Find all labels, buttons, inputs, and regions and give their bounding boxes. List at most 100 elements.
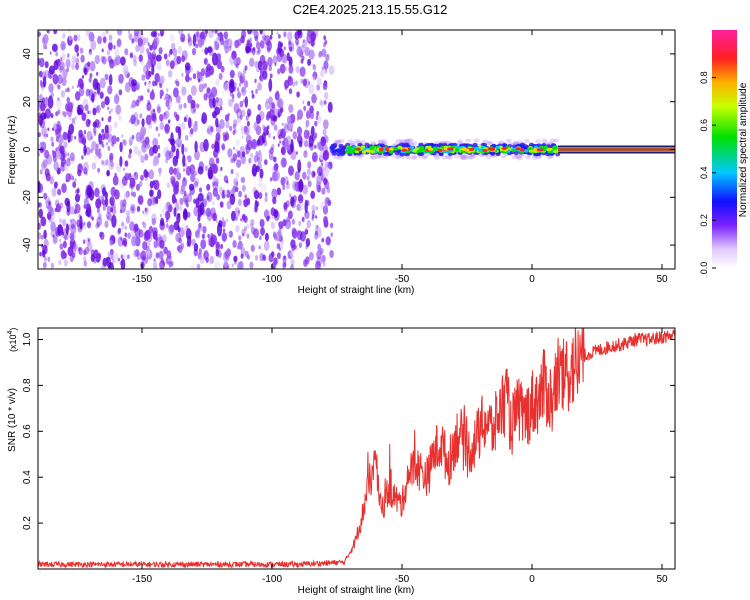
noise-blob bbox=[153, 258, 156, 263]
noise-blob bbox=[71, 117, 76, 125]
noise-blob bbox=[83, 130, 87, 135]
noise-blob bbox=[138, 180, 143, 187]
noise-blob bbox=[243, 68, 247, 75]
noise-blob bbox=[140, 250, 147, 261]
noise-streak bbox=[211, 52, 218, 66]
noise-blob bbox=[300, 58, 304, 64]
noise-blob bbox=[84, 104, 89, 112]
track-core bbox=[474, 146, 479, 150]
track-halo bbox=[468, 155, 475, 160]
noise-blob bbox=[168, 166, 174, 175]
noise-blob bbox=[217, 32, 220, 37]
noise-streak bbox=[277, 40, 282, 54]
noise-blob bbox=[168, 224, 175, 235]
noise-blob bbox=[267, 125, 270, 130]
noise-blob bbox=[144, 229, 151, 240]
noise-blob bbox=[189, 77, 192, 81]
noise-blob bbox=[136, 119, 140, 125]
noise-blob bbox=[118, 73, 124, 84]
noise-blob bbox=[156, 106, 161, 114]
noise-blob bbox=[198, 83, 204, 93]
noise-blob bbox=[253, 155, 258, 163]
noise-blob bbox=[206, 195, 210, 201]
noise-blob bbox=[126, 210, 131, 218]
noise-streak bbox=[244, 96, 248, 108]
noise-blob bbox=[254, 78, 257, 84]
colorbar-gradient bbox=[712, 30, 737, 268]
noise-blob bbox=[290, 128, 293, 133]
noise-blob bbox=[64, 234, 68, 241]
noise-blob bbox=[271, 104, 275, 109]
track-halo bbox=[400, 139, 407, 144]
noise-blob bbox=[94, 187, 100, 198]
noise-blob bbox=[175, 232, 181, 243]
noise-blob bbox=[140, 126, 147, 137]
x-tick-label: -150 bbox=[132, 574, 152, 585]
noise-streak bbox=[214, 106, 221, 116]
noise-blob bbox=[61, 43, 66, 50]
noise-blob bbox=[74, 178, 77, 182]
noise-blob bbox=[113, 94, 120, 105]
noise-blob bbox=[322, 167, 329, 178]
noise-blob bbox=[224, 251, 229, 259]
noise-blob bbox=[55, 148, 58, 152]
noise-blob bbox=[327, 161, 332, 169]
track-halo bbox=[512, 140, 519, 145]
noise-streak bbox=[307, 58, 312, 66]
noise-blob bbox=[122, 65, 129, 76]
noise-blob bbox=[260, 227, 265, 236]
track-hotspot bbox=[464, 148, 470, 152]
noise-blob bbox=[108, 159, 115, 171]
noise-blob bbox=[319, 99, 323, 106]
noise-blob bbox=[111, 141, 115, 147]
noise-blob bbox=[235, 148, 238, 153]
noise-blob bbox=[291, 229, 298, 239]
noise-streak bbox=[86, 203, 92, 217]
track-core bbox=[553, 146, 558, 150]
noise-blob bbox=[295, 38, 300, 46]
noise-blob bbox=[90, 40, 97, 51]
noise-blob bbox=[262, 60, 268, 71]
noise-blob bbox=[152, 227, 158, 237]
noise-blob bbox=[235, 63, 239, 69]
noise-blob bbox=[173, 185, 179, 195]
noise-blob bbox=[135, 131, 142, 143]
noise-blob bbox=[311, 210, 315, 216]
noise-blob bbox=[62, 33, 66, 39]
noise-blob bbox=[324, 161, 329, 169]
x-tick-label: -100 bbox=[262, 274, 282, 285]
track-halo bbox=[395, 138, 402, 143]
track-hotspot bbox=[355, 147, 361, 151]
noise-blob bbox=[177, 46, 183, 55]
noise-blob bbox=[240, 125, 246, 135]
noise-blob bbox=[169, 60, 175, 70]
noise-blob bbox=[158, 133, 160, 137]
noise-blob bbox=[197, 39, 203, 48]
noise-blob bbox=[237, 261, 243, 269]
noise-blob bbox=[131, 134, 135, 140]
noise-blob bbox=[80, 54, 85, 63]
noise-blob bbox=[232, 158, 236, 163]
noise-blob bbox=[212, 176, 217, 182]
noise-blob bbox=[330, 232, 334, 237]
noise-blob bbox=[304, 229, 308, 235]
noise-blob bbox=[93, 104, 96, 108]
track-halo bbox=[461, 154, 468, 159]
noise-blob bbox=[68, 156, 71, 161]
noise-blob bbox=[116, 30, 123, 36]
noise-blob bbox=[128, 153, 132, 159]
noise-blob bbox=[228, 45, 232, 52]
noise-blob bbox=[310, 32, 316, 42]
snr-scale-exp: 4 bbox=[7, 330, 14, 334]
track-core bbox=[348, 146, 353, 150]
track-core bbox=[412, 149, 417, 153]
noise-blob bbox=[51, 141, 55, 147]
noise-streak bbox=[228, 80, 235, 94]
noise-blob bbox=[314, 132, 318, 139]
noise-blob bbox=[135, 44, 140, 53]
noise-blob bbox=[60, 90, 65, 98]
noise-blob bbox=[269, 147, 274, 155]
noise-blob bbox=[173, 169, 179, 178]
noise-blob bbox=[106, 205, 112, 215]
noise-blob bbox=[302, 171, 307, 180]
